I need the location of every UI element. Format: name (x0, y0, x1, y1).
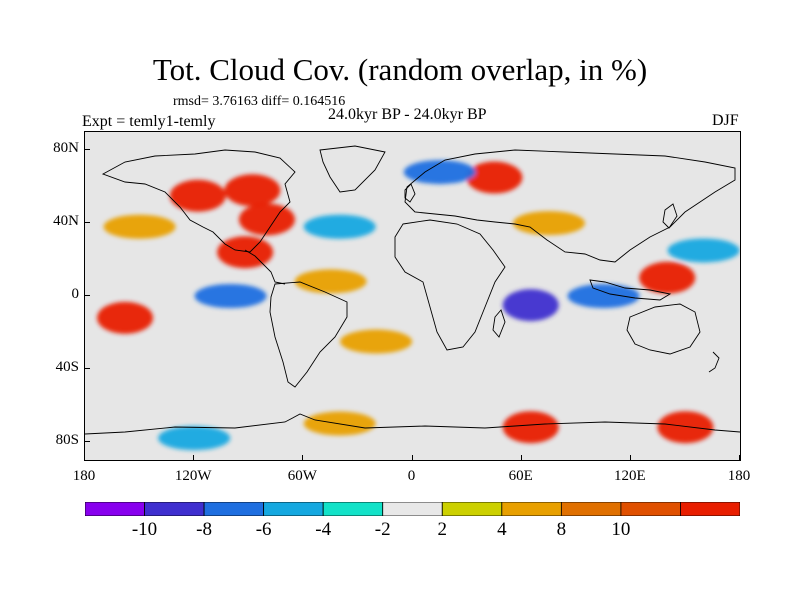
anomaly-map (85, 132, 740, 460)
anomaly-patch-19 (657, 411, 714, 444)
coastlines (85, 145, 740, 435)
colorbar-box-1 (144, 502, 205, 516)
anomaly-patch-1 (169, 179, 226, 212)
x-tick-label: 180 (72, 468, 96, 484)
x-tick-label: 60E (508, 468, 533, 484)
x-tick-label: 180 (727, 468, 751, 484)
anomaly-patch-10 (502, 289, 559, 322)
x-tick-label: 0 (407, 468, 416, 484)
colorbar-label: -4 (315, 519, 332, 540)
indonesia-coast (589, 279, 672, 301)
x-tick-label: 120W (174, 468, 212, 484)
season-label: DJF (712, 112, 739, 129)
colorbar-box-0 (85, 502, 145, 516)
uk-coast (404, 183, 416, 203)
colorbar-label: -10 (131, 519, 158, 540)
y-tick-label: 40S (55, 358, 79, 375)
plot-title: Tot. Cloud Cov. (random overlap, in %) (152, 52, 648, 87)
anomaly-patch-4 (217, 236, 274, 269)
colorbar-box-5 (382, 502, 443, 516)
colorbar-label: 10 (611, 519, 631, 540)
colorbar-label: 8 (556, 519, 567, 540)
anomaly-patch-18 (502, 411, 559, 444)
x-tick-label: 60W (287, 468, 317, 484)
central-america-coast (244, 249, 286, 285)
south-america-coast (269, 281, 348, 388)
australia-coast (626, 303, 701, 355)
anomaly-patch-14 (97, 301, 154, 334)
x-tick (520, 455, 522, 461)
africa-coast (394, 219, 506, 351)
colorbar (85, 502, 740, 516)
anomaly-patch-7 (466, 161, 523, 194)
anomaly-patch-20 (158, 426, 231, 451)
y-tick (84, 440, 90, 442)
anomaly-patch-0 (103, 214, 176, 239)
anomaly-patch-12 (639, 261, 696, 294)
y-tick-label: 40N (53, 213, 79, 230)
colorbar-label: 2 (437, 519, 448, 540)
y-tick-label: 80N (53, 140, 79, 157)
x-tick (302, 455, 304, 461)
antarctica-coast (85, 413, 740, 435)
anomaly-patch-3 (238, 203, 295, 236)
y-tick (84, 222, 90, 224)
x-tick (193, 455, 195, 461)
y-tick (84, 295, 90, 296)
colorbar-box-4 (322, 502, 384, 516)
anomaly-patch-2 (224, 174, 281, 207)
colorbar-box-8 (560, 502, 622, 516)
colorbar-box-10 (680, 502, 740, 516)
colorbar-label: -8 (196, 519, 212, 540)
period-label: 24.0kyr BP - 24.0kyr BP (328, 106, 487, 123)
colorbar-label: 4 (497, 519, 507, 540)
x-tick-label: 120E (613, 468, 646, 484)
north-america-coast (101, 149, 296, 253)
x-tick (84, 455, 85, 461)
colorbar-label: -6 (255, 519, 272, 540)
japan-coast (662, 203, 678, 229)
anomaly-patch-13 (667, 238, 740, 263)
anomaly-patch-9 (512, 211, 585, 236)
y-tick-label: 80S (55, 431, 79, 448)
map-background (85, 132, 740, 460)
y-tick (84, 367, 90, 369)
colorbar-label: -2 (374, 519, 391, 540)
colorbar-box-6 (441, 502, 503, 516)
anomaly-patch-5 (303, 214, 376, 239)
map-panel (84, 131, 741, 461)
x-tick (629, 455, 631, 461)
y-tick-label: 0 (71, 286, 80, 302)
anomaly-patch-8 (403, 160, 476, 185)
anomaly-patch-16 (340, 329, 413, 354)
stats-text: rmsd= 3.76163 diff= 0.164516 (173, 94, 346, 109)
colorbar-box-3 (263, 502, 324, 516)
y-tick (84, 149, 90, 151)
colorbar-box-2 (203, 502, 265, 516)
new-zealand-coast (708, 351, 720, 373)
x-tick (739, 455, 740, 461)
colorbar-box-9 (620, 502, 681, 516)
greenland-coast (319, 145, 386, 193)
experiment-label: Expt = temly1-temly (82, 113, 216, 130)
x-tick (411, 455, 413, 461)
anomaly-patch-6 (294, 269, 367, 294)
madagascar-coast (492, 309, 506, 338)
colorbar-box-7 (501, 502, 562, 516)
anomaly-patch-11 (567, 284, 640, 308)
eurasia-coast (404, 149, 736, 263)
anomaly-patch-15 (194, 284, 267, 308)
